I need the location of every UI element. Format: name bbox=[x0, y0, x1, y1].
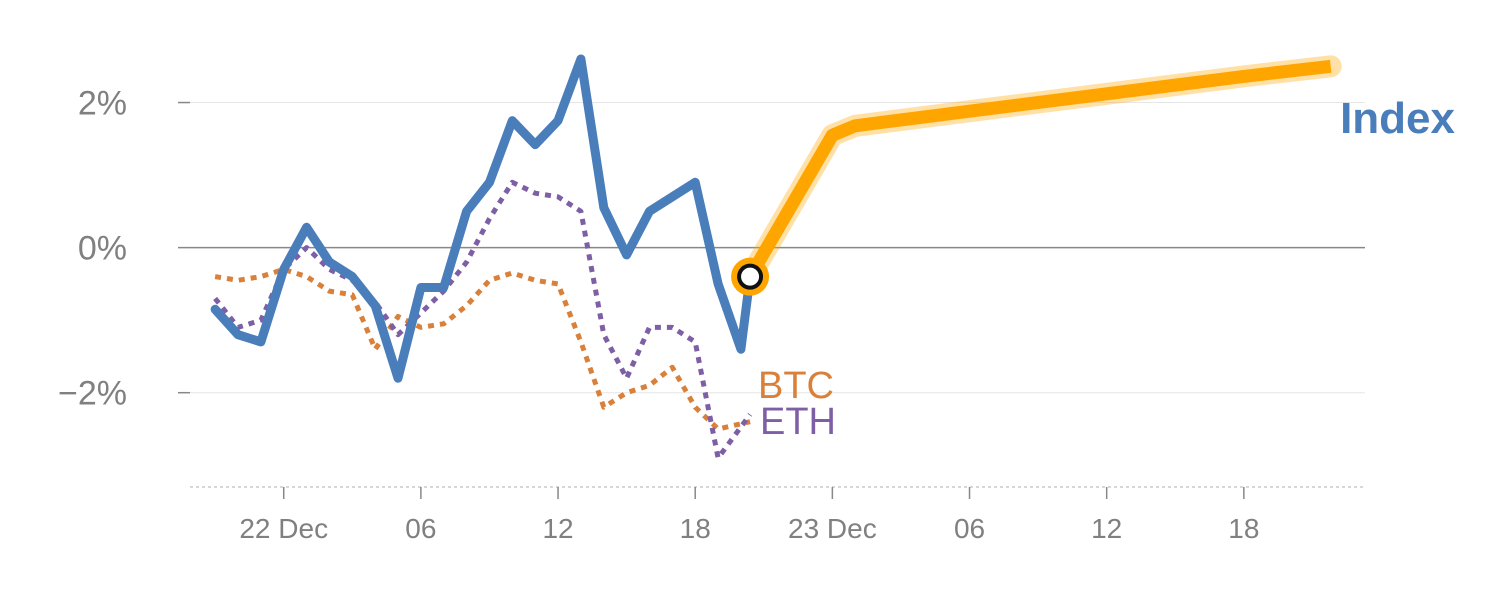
forecast-line-core bbox=[744, 59, 1332, 280]
series-label-eth: ETH bbox=[760, 401, 836, 443]
forecast-line bbox=[739, 55, 1342, 288]
series-label-index: Index bbox=[1340, 94, 1455, 143]
series-line-btc bbox=[214, 266, 751, 432]
x-tick-label: 12 bbox=[1091, 513, 1122, 544]
series-labels: Index BTC ETH bbox=[758, 94, 1456, 443]
y-tick-label: 2% bbox=[78, 85, 127, 123]
series-lines bbox=[210, 54, 755, 461]
current-point-marker bbox=[731, 257, 770, 296]
y-tick-labels: 2% 0% −2% bbox=[58, 85, 127, 413]
x-tick-labels: 22 Dec 06 12 18 23 Dec 06 12 18 bbox=[239, 513, 1259, 544]
series-label-btc: BTC bbox=[758, 365, 834, 407]
x-tick-label: 22 Dec bbox=[239, 513, 328, 544]
x-tick-label: 18 bbox=[1228, 513, 1259, 544]
x-tick-label: 12 bbox=[542, 513, 573, 544]
gridlines bbox=[190, 102, 1365, 394]
x-tick-label: 18 bbox=[680, 513, 711, 544]
series-line-eth bbox=[213, 179, 753, 461]
axes bbox=[178, 101, 1365, 499]
x-tick-label: 23 Dec bbox=[788, 513, 877, 544]
marker-dot bbox=[737, 263, 764, 290]
series-line-index bbox=[210, 54, 755, 383]
x-tick-label: 06 bbox=[405, 513, 436, 544]
y-tick-label: −2% bbox=[58, 375, 127, 413]
x-tick-label: 06 bbox=[954, 513, 985, 544]
y-tick-label: 0% bbox=[78, 230, 127, 268]
